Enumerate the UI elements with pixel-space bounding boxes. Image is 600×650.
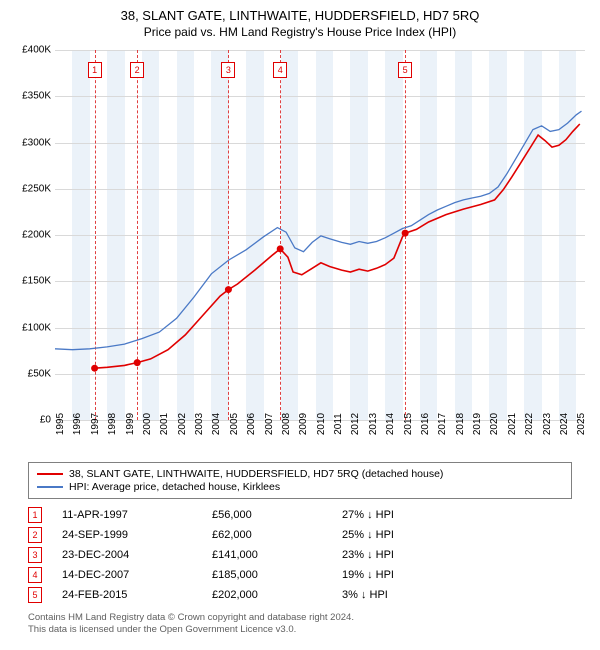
series-marker: [225, 286, 232, 293]
legend-item-property: 38, SLANT GATE, LINTHWAITE, HUDDERSFIELD…: [37, 468, 563, 480]
x-axis-label: 1995: [55, 413, 66, 435]
y-axis-label: £100K: [22, 322, 51, 333]
x-axis-label: 2012: [350, 413, 361, 435]
transaction-diff: 25% ↓ HPI: [342, 529, 462, 541]
x-axis-label: 2001: [159, 413, 170, 435]
transaction-row: 3 23-DEC-2004£141,00023% ↓ HPI: [28, 545, 572, 565]
legend-label-property: 38, SLANT GATE, LINTHWAITE, HUDDERSFIELD…: [69, 468, 443, 480]
transaction-date: 14-DEC-2007: [62, 569, 212, 581]
y-axis-label: £250K: [22, 183, 51, 194]
transaction-date: 11-APR-1997: [62, 509, 212, 521]
y-axis-label: £150K: [22, 276, 51, 287]
x-axis-label: 1997: [90, 413, 101, 435]
y-axis-label: £0: [40, 415, 51, 426]
sale-event-marker: 2: [130, 62, 144, 78]
transaction-marker-box: 2: [28, 527, 42, 543]
x-axis-label: 1998: [107, 413, 118, 435]
y-axis-label: £300K: [22, 137, 51, 148]
transaction-diff: 27% ↓ HPI: [342, 509, 462, 521]
transaction-price: £202,000: [212, 589, 342, 601]
x-axis-label: 2021: [507, 413, 518, 435]
line-plot: [55, 50, 585, 420]
legend-swatch-property: [37, 473, 63, 475]
sale-event-marker: 5: [398, 62, 412, 78]
series-hpi: [55, 111, 582, 350]
footnote: Contains HM Land Registry data © Crown c…: [28, 612, 354, 637]
x-axis-label: 2008: [281, 413, 292, 435]
x-axis-label: 2022: [524, 413, 535, 435]
transaction-price: £185,000: [212, 569, 342, 581]
x-axis-label: 2005: [229, 413, 240, 435]
legend-panel: 38, SLANT GATE, LINTHWAITE, HUDDERSFIELD…: [28, 462, 572, 499]
transaction-row: 1 11-APR-1997£56,00027% ↓ HPI: [28, 505, 572, 525]
x-axis-label: 1996: [72, 413, 83, 435]
series-marker: [91, 365, 98, 372]
transaction-row: 2 24-SEP-1999£62,00025% ↓ HPI: [28, 525, 572, 545]
transaction-diff: 19% ↓ HPI: [342, 569, 462, 581]
legend-item-hpi: HPI: Average price, detached house, Kirk…: [37, 481, 563, 493]
x-axis-label: 2018: [455, 413, 466, 435]
x-axis-label: 2003: [194, 413, 205, 435]
chart-title-address: 38, SLANT GATE, LINTHWAITE, HUDDERSFIELD…: [0, 8, 600, 23]
legend-swatch-hpi: [37, 486, 63, 488]
y-axis-label: £200K: [22, 230, 51, 241]
x-axis-label: 1999: [125, 413, 136, 435]
x-axis-label: 2014: [385, 413, 396, 435]
x-axis-label: 2016: [420, 413, 431, 435]
x-axis-label: 2007: [264, 413, 275, 435]
y-axis-label: £350K: [22, 91, 51, 102]
x-axis-label: 2023: [542, 413, 553, 435]
transaction-date: 24-SEP-1999: [62, 529, 212, 541]
x-axis-label: 2020: [489, 413, 500, 435]
x-axis-label: 2015: [403, 413, 414, 435]
transaction-date: 23-DEC-2004: [62, 549, 212, 561]
transaction-marker-box: 3: [28, 547, 42, 563]
footnote-line2: This data is licensed under the Open Gov…: [28, 624, 354, 636]
x-axis-label: 2011: [333, 413, 344, 435]
transaction-marker-box: 5: [28, 587, 42, 603]
x-axis-label: 2009: [298, 413, 309, 435]
legend-label-hpi: HPI: Average price, detached house, Kirk…: [69, 481, 280, 493]
sale-event-marker: 1: [88, 62, 102, 78]
sale-event-marker: 3: [221, 62, 235, 78]
series-marker: [277, 245, 284, 252]
series-marker: [402, 230, 409, 237]
x-axis-label: 2024: [559, 413, 570, 435]
series-marker: [134, 359, 141, 366]
x-axis-label: 2002: [177, 413, 188, 435]
sale-event-marker: 4: [273, 62, 287, 78]
transaction-price: £141,000: [212, 549, 342, 561]
x-axis-label: 2019: [472, 413, 483, 435]
transaction-diff: 3% ↓ HPI: [342, 589, 462, 601]
chart-subtitle: Price paid vs. HM Land Registry's House …: [0, 25, 600, 39]
transaction-price: £56,000: [212, 509, 342, 521]
transaction-row: 5 24-FEB-2015£202,0003% ↓ HPI: [28, 585, 572, 605]
x-axis-label: 2010: [316, 413, 327, 435]
x-axis-label: 2000: [142, 413, 153, 435]
transaction-row: 4 14-DEC-2007£185,00019% ↓ HPI: [28, 565, 572, 585]
y-axis-label: £50K: [28, 368, 51, 379]
transaction-date: 24-FEB-2015: [62, 589, 212, 601]
transaction-marker-box: 1: [28, 507, 42, 523]
transaction-marker-box: 4: [28, 567, 42, 583]
footnote-line1: Contains HM Land Registry data © Crown c…: [28, 612, 354, 624]
x-axis-label: 2025: [576, 413, 587, 435]
y-axis-label: £400K: [22, 45, 51, 56]
x-axis-label: 2004: [211, 413, 222, 435]
chart-plot-area: £0£50K£100K£150K£200K£250K£300K£350K£400…: [55, 50, 585, 420]
transaction-diff: 23% ↓ HPI: [342, 549, 462, 561]
series-property: [95, 124, 580, 368]
x-axis-label: 2013: [368, 413, 379, 435]
x-axis-label: 2006: [246, 413, 257, 435]
transactions-table: 1 11-APR-1997£56,00027% ↓ HPI 2 24-SEP-1999…: [28, 505, 572, 605]
transaction-price: £62,000: [212, 529, 342, 541]
x-axis-label: 2017: [437, 413, 448, 435]
